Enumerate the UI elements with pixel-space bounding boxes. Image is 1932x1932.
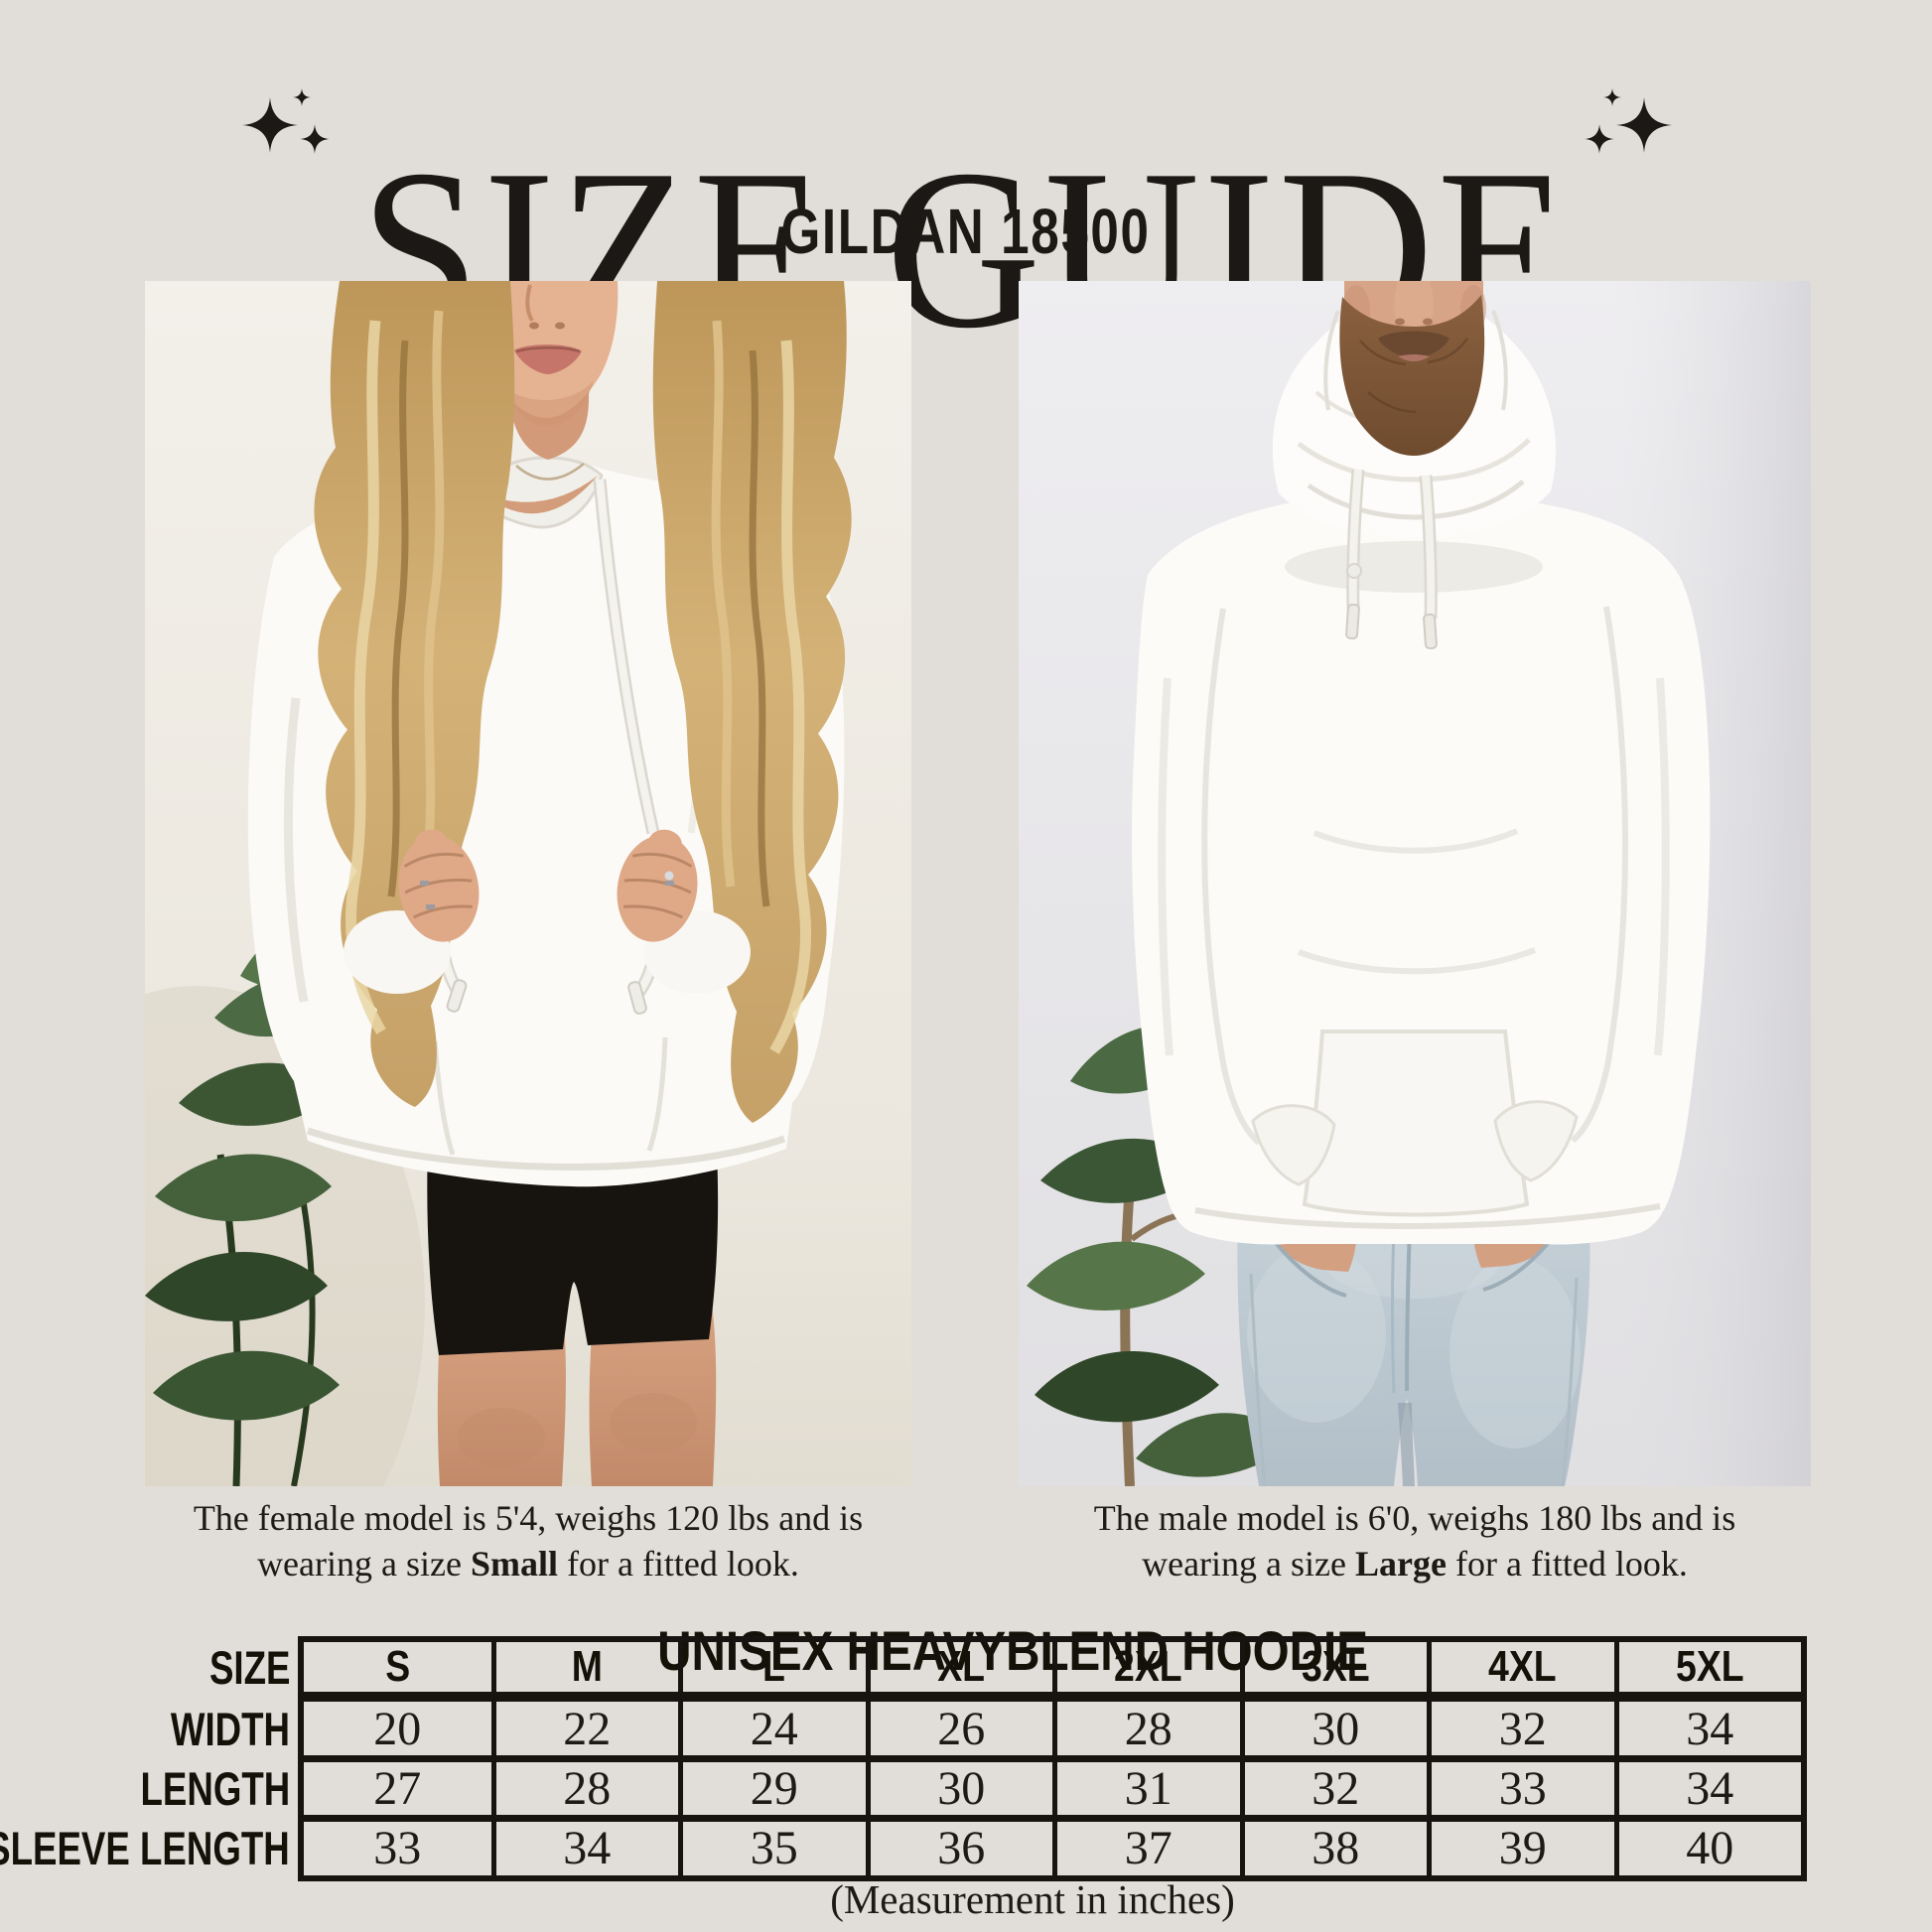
row-label-sleeve-length: SLEEVE LENGTH: [0, 1822, 290, 1874]
page-subtitle: GILDAN 18500: [0, 200, 1932, 263]
column-header-4xl: 4XL: [1427, 1642, 1614, 1692]
female-photo-illustration: [145, 281, 911, 1486]
length-value-m: 28: [490, 1761, 679, 1816]
female-model-photo: [145, 281, 911, 1486]
length-value-l: 29: [678, 1761, 866, 1816]
column-header-s: S: [384, 1642, 410, 1691]
size-table-heading: UNISEX HEAVYBLEND HOODIE: [258, 1623, 1767, 1679]
male-caption-line2-prefix: wearing a size: [1142, 1544, 1355, 1584]
mustache: [1378, 331, 1449, 358]
table-row-width: WIDTH 20 22 24 26 28 30 32 34: [10, 1696, 1807, 1762]
sleeve-value-5xl: 40: [1613, 1821, 1802, 1875]
table-header-row: SIZE S M L XL 2XL 3XL 4XL 5XL: [10, 1636, 1807, 1698]
column-header-5xl: 5XL: [1613, 1642, 1802, 1692]
size-table: SIZE S M L XL 2XL 3XL 4XL 5XL WIDTH 20 2…: [0, 1636, 1807, 1881]
column-header-l: L: [678, 1642, 866, 1692]
female-caption-line2-suffix: for a fitted look.: [557, 1544, 799, 1584]
column-header-3xl: 3XL: [1239, 1642, 1428, 1692]
hair-right: [594, 281, 852, 1123]
width-value-l: 24: [678, 1702, 866, 1756]
corner-label-text: SIZE: [208, 1640, 290, 1694]
female-caption-line2-prefix: wearing a size: [257, 1544, 471, 1584]
table-row-length: LENGTH 27 28 29 30 31 32 33 34: [10, 1755, 1807, 1822]
row-label-width: WIDTH: [170, 1703, 290, 1755]
length-value-5xl: 34: [1613, 1761, 1802, 1816]
page-subtitle-text: GILDAN 18500: [780, 196, 1152, 267]
sleeve-cuff-left: [1251, 1104, 1336, 1186]
sleeve-value-m: 34: [490, 1821, 679, 1875]
measurement-note: (Measurement in inches): [830, 1876, 1235, 1922]
male-photo-illustration: [1019, 281, 1811, 1486]
length-value-2xl: 31: [1052, 1761, 1240, 1816]
female-model: [247, 281, 852, 1486]
width-value-2xl: 28: [1052, 1702, 1240, 1756]
width-value-xl: 26: [865, 1702, 1053, 1756]
width-value-m: 22: [490, 1702, 679, 1756]
hoodie-body: [1132, 485, 1711, 1245]
male-caption-line1: The male model is 6'0, weighs 180 lbs an…: [1093, 1498, 1736, 1538]
table-row-sleeve-length: SLEEVE LENGTH 33 34 35 36 37 38 39 40: [0, 1815, 1807, 1881]
lips: [514, 345, 582, 374]
female-model-caption: The female model is 5'4, weighs 120 lbs …: [145, 1489, 911, 1587]
table-corner-label: SIZE: [10, 1636, 298, 1698]
sleeve-value-3xl: 38: [1239, 1821, 1428, 1875]
male-caption-line2-suffix: for a fitted look.: [1446, 1544, 1688, 1584]
sleeve-length-cells: 33 34 35 36 37 38 39 40: [298, 1815, 1807, 1881]
male-model-caption: The male model is 6'0, weighs 180 lbs an…: [1019, 1489, 1811, 1587]
lips: [1398, 354, 1430, 361]
beard: [1339, 295, 1485, 456]
width-cells: 20 22 24 26 28 30 32 34: [298, 1696, 1807, 1762]
female-caption-size: Small: [470, 1544, 558, 1584]
column-header-m: M: [490, 1642, 679, 1692]
width-value-5xl: 34: [1613, 1702, 1802, 1756]
length-value-xl: 30: [865, 1761, 1053, 1816]
hand-right: [617, 829, 698, 942]
row-label-length: LENGTH: [140, 1762, 290, 1815]
male-caption-size: Large: [1355, 1544, 1447, 1584]
model-photos: [145, 281, 1811, 1486]
column-header-2xl: 2XL: [1052, 1642, 1240, 1692]
length-value-4xl: 33: [1427, 1761, 1614, 1816]
length-value-3xl: 32: [1239, 1761, 1428, 1816]
sleeve-value-s: 33: [373, 1822, 422, 1874]
length-cells: 27 28 29 30 31 32 33 34: [298, 1755, 1807, 1822]
sleeve-value-4xl: 39: [1427, 1821, 1614, 1875]
photo-captions: The female model is 5'4, weighs 120 lbs …: [145, 1489, 1811, 1587]
kangaroo-pocket: [1302, 1030, 1530, 1217]
size-table-heading-text: UNISEX HEAVYBLEND HOODIE: [657, 1619, 1368, 1683]
width-value-3xl: 30: [1239, 1702, 1428, 1756]
sparkle-icon-left: [242, 88, 330, 154]
sleeve-cuff-right: [1493, 1100, 1579, 1182]
male-model: [1132, 281, 1711, 1486]
female-caption-line1: The female model is 5'4, weighs 120 lbs …: [193, 1498, 864, 1538]
header-cells: S M L XL 2XL 3XL 4XL 5XL: [298, 1636, 1807, 1698]
sleeve-value-xl: 36: [865, 1821, 1053, 1875]
male-model-photo: [1019, 281, 1811, 1486]
hand-left: [398, 829, 480, 942]
width-value-s: 20: [373, 1703, 422, 1755]
length-value-s: 27: [373, 1762, 422, 1815]
sparkle-icon-right: [1585, 88, 1672, 154]
sleeve-value-2xl: 37: [1052, 1821, 1240, 1875]
column-header-xl: XL: [865, 1642, 1053, 1692]
sleeve-value-l: 35: [678, 1821, 866, 1875]
width-value-4xl: 32: [1427, 1702, 1614, 1756]
